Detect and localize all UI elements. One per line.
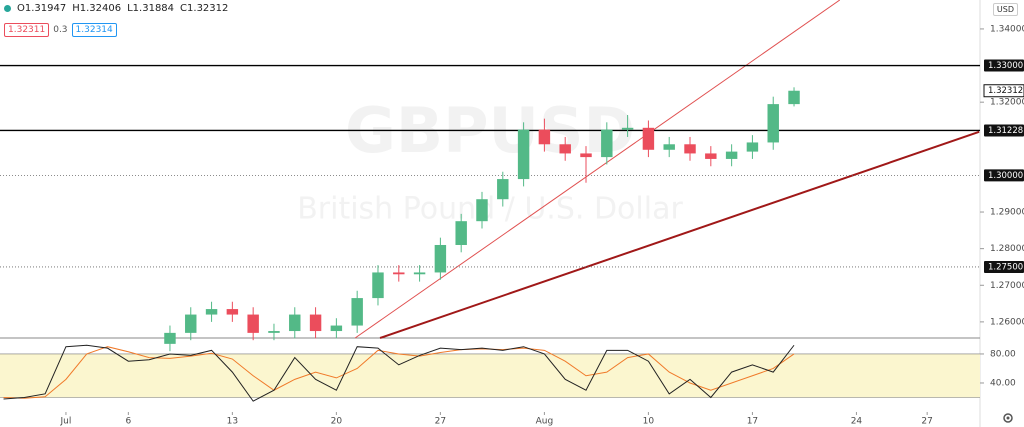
open-label: O1.31947 xyxy=(17,3,67,14)
candle-body xyxy=(247,314,259,333)
candle-body xyxy=(580,153,592,158)
level-label-box xyxy=(984,260,1024,273)
candle-body xyxy=(788,90,800,105)
y-tick-label: 1.28000 xyxy=(990,244,1024,254)
trend-line xyxy=(379,130,980,339)
candle-body xyxy=(642,127,655,150)
candle-body xyxy=(517,129,530,180)
x-tick-label: 6 xyxy=(125,417,131,427)
settings-icon[interactable] xyxy=(1003,413,1013,423)
sell-button[interactable]: 1.32311 xyxy=(4,23,50,37)
candle-body xyxy=(538,129,551,145)
x-tick-label: 24 xyxy=(851,417,863,427)
trend-line xyxy=(354,0,841,339)
level-label-box xyxy=(984,124,1024,137)
last-price-box xyxy=(983,84,1024,98)
y-tick-label: 1.27000 xyxy=(990,281,1024,291)
candle-body xyxy=(767,104,779,143)
close-label: C1.32312 xyxy=(180,3,229,14)
candle-body xyxy=(559,144,571,154)
candle-body xyxy=(289,314,301,332)
x-tick-label: Aug xyxy=(536,417,554,427)
level-label: 1.30000 xyxy=(988,171,1023,181)
candle-body xyxy=(268,331,280,333)
trade-buttons: 1.32311 0.3 1.32314 xyxy=(4,23,117,37)
x-tick-label: 13 xyxy=(227,417,238,427)
band xyxy=(0,353,980,398)
oscillator-line xyxy=(3,346,795,399)
candle-body xyxy=(476,199,488,222)
candle-body xyxy=(746,142,759,152)
level-label: 1.27500 xyxy=(988,262,1023,272)
candle-body xyxy=(372,272,384,299)
buy-button[interactable]: 1.32314 xyxy=(71,23,117,37)
candle-body xyxy=(601,129,613,158)
x-tick-label: 10 xyxy=(643,417,655,427)
candle-body xyxy=(185,314,197,333)
candle-body xyxy=(725,151,738,159)
candle-body xyxy=(434,244,447,273)
ohlc-header: O1.31947 H1.32406 L1.31884 C1.32312 xyxy=(4,3,228,14)
candle-body xyxy=(351,298,363,326)
high-label: H1.32406 xyxy=(72,3,122,14)
x-tick-label: 17 xyxy=(747,417,758,427)
spread: 0.3 xyxy=(53,25,68,35)
level-label: 1.31228 xyxy=(988,126,1023,136)
candle-body xyxy=(205,309,218,315)
currency-label[interactable]: USD xyxy=(992,3,1018,16)
level-label-box xyxy=(984,59,1024,72)
candle-body xyxy=(621,127,634,130)
y-tick-label: 1.32000 xyxy=(990,98,1024,108)
x-tick-label: 20 xyxy=(331,417,343,427)
y-tick-label: 80.00 xyxy=(990,349,1016,359)
y-tick-label: 1.26000 xyxy=(990,317,1024,327)
y-tick-label: 1.29000 xyxy=(990,208,1024,218)
candle-body xyxy=(164,332,176,344)
candle-body xyxy=(497,179,509,200)
candle-body xyxy=(330,325,343,332)
candle-body xyxy=(226,309,239,315)
x-tick-label: 27 xyxy=(435,417,446,427)
candle-body xyxy=(413,272,426,275)
candle-body xyxy=(684,144,696,154)
candle-body xyxy=(393,272,405,275)
level-label-box xyxy=(984,169,1024,182)
watermark-description: British Pound / U.S. Dollar xyxy=(297,192,683,227)
y-tick-label: 1.34000 xyxy=(990,24,1024,34)
low-label: L1.31884 xyxy=(127,3,175,14)
y-tick-label: 40.00 xyxy=(990,378,1016,388)
x-tick-label: Jul xyxy=(60,417,72,427)
last-price-label: 1.32312 xyxy=(988,86,1023,96)
candle-body xyxy=(663,144,675,150)
candle-body xyxy=(309,314,322,332)
status-dot xyxy=(4,5,11,12)
candle-body xyxy=(455,221,467,245)
oscillator-line xyxy=(3,344,795,402)
level-label: 1.33000 xyxy=(988,61,1023,71)
x-tick-label: 27 xyxy=(921,417,932,427)
candle-body xyxy=(705,153,717,159)
